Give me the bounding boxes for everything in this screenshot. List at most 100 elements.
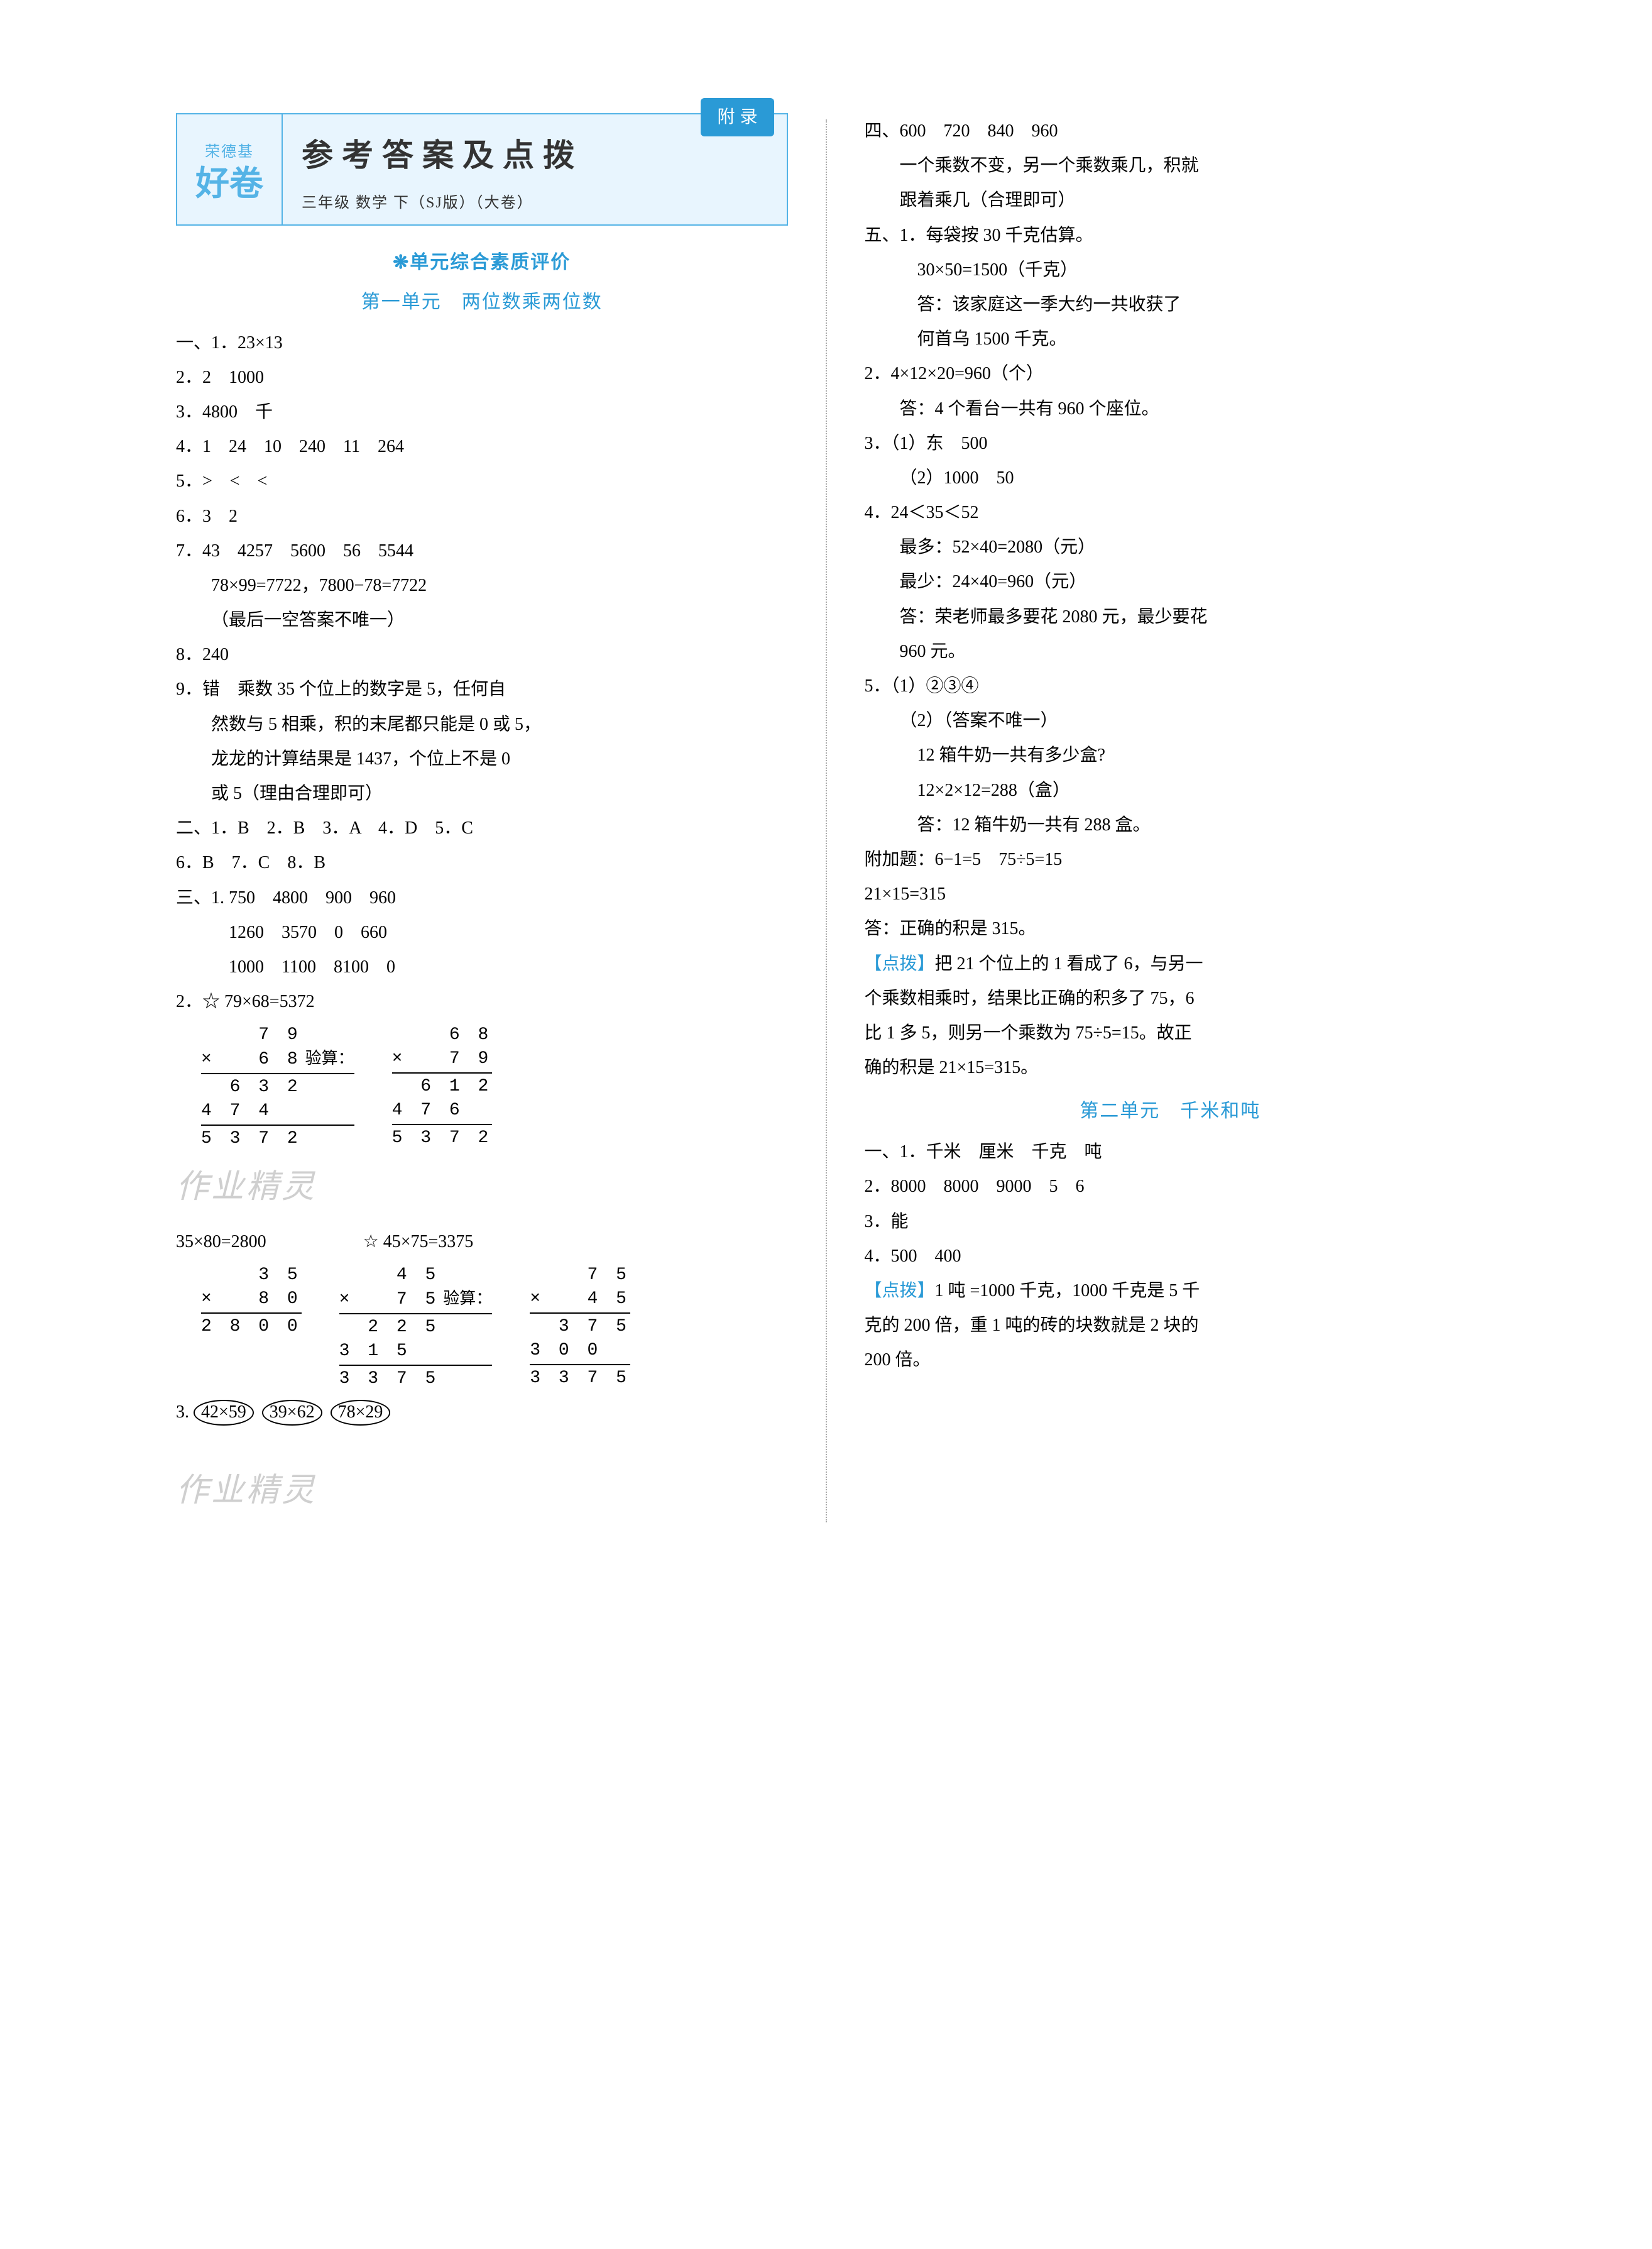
answer-line: 比 1 多 5，则另一个乘数为 75÷5=15。故正 bbox=[865, 1016, 1477, 1050]
answer-line: 三、1. 750 4800 900 960 bbox=[176, 881, 788, 915]
answer-line: 4．24＜35＜52 bbox=[865, 496, 1477, 529]
answer-line: 4．1 24 10 240 11 264 bbox=[176, 430, 788, 463]
answer-line: 附加题：6−1=5 75÷5=15 bbox=[865, 843, 1477, 876]
answer-line: 5．> < < bbox=[176, 465, 788, 498]
answer-line: 龙龙的计算结果是 1437，个位上不是 0 bbox=[176, 742, 788, 776]
calc-line: × 7 5 bbox=[339, 1290, 440, 1309]
calc-block: 4 5 × 7 5验算： 2 2 5 3 1 5 3 3 7 5 bbox=[339, 1263, 493, 1390]
answer-line: 何首乌 1500 千克。 bbox=[865, 322, 1477, 356]
answer-line: 21×15=315 bbox=[865, 877, 1477, 911]
calc-line: 7 5 bbox=[530, 1265, 630, 1285]
answer-line: 200 倍。 bbox=[865, 1343, 1477, 1377]
text: 把 21 个位上的 1 看成了 6，与另一 bbox=[935, 954, 1203, 974]
answer-line: 6．B 7．C 8．B bbox=[176, 846, 788, 879]
text: 1 吨 =1000 千克，1000 千克是 5 千 bbox=[935, 1281, 1200, 1300]
calc-line: 3 3 7 5 bbox=[339, 1369, 440, 1388]
answer-line: 3. 42×59 39×62 78×29 bbox=[176, 1395, 788, 1429]
calc-line: 6 8 bbox=[392, 1025, 493, 1045]
answer-line: 一个乘数不变，另一个乘数乘几，积就 bbox=[865, 149, 1477, 182]
prefix: 3. bbox=[176, 1402, 189, 1422]
answer-line: 答：该家庭这一季大约一共收获了 bbox=[865, 288, 1477, 321]
answer-line: 个乘数相乘时，结果比正确的积多了 75，6 bbox=[865, 982, 1477, 1015]
answer-line: 12×2×12=288（盒） bbox=[865, 774, 1477, 807]
circled-answer: 42×59 bbox=[194, 1400, 254, 1425]
answer-line: 3．4800 千 bbox=[176, 395, 788, 429]
watermark: 作业精灵 bbox=[176, 1157, 788, 1219]
calc-line: × 6 8 bbox=[201, 1050, 302, 1069]
calc-line: 3 0 0 bbox=[530, 1341, 601, 1360]
answer-line: 2．8000 8000 9000 5 6 bbox=[865, 1170, 1477, 1203]
hint-line: 【点拨】把 21 个位上的 1 看成了 6，与另一 bbox=[865, 947, 1477, 981]
answer-line: 4．500 400 bbox=[865, 1240, 1477, 1273]
answer-line: 7．43 4257 5600 56 5544 bbox=[176, 534, 788, 568]
check-label: 验算： bbox=[443, 1287, 492, 1309]
hint-label: 【点拨】 bbox=[865, 1281, 935, 1300]
answer-line: 最多：52×40=2080（元） bbox=[865, 531, 1477, 564]
calc-block: 7 9 × 6 8验算： 6 3 2 4 7 4 5 3 7 2 bbox=[201, 1023, 354, 1150]
answer-line: 或 5（理由合理即可） bbox=[176, 777, 788, 810]
circled-answer: 39×62 bbox=[262, 1400, 322, 1425]
calc-block: 6 8 × 7 9 6 1 2 4 7 6 5 3 7 2 bbox=[392, 1023, 493, 1150]
calc-line: 5 3 7 2 bbox=[201, 1129, 302, 1148]
answer-line: 30×50=1500（千克） bbox=[865, 253, 1477, 287]
answer-line: 四、600 720 840 960 bbox=[865, 114, 1477, 148]
calc-line: 6 1 2 bbox=[392, 1077, 493, 1096]
right-column: 四、600 720 840 960 一个乘数不变，另一个乘数乘几，积就 跟着乘几… bbox=[865, 113, 1477, 1529]
answer-line: （2）1000 50 bbox=[865, 461, 1477, 495]
unit1-heading: 第一单元 两位数乘两位数 bbox=[176, 284, 788, 320]
answer-line: 答：正确的积是 315。 bbox=[865, 912, 1477, 945]
calc-line: 3 1 5 bbox=[339, 1341, 411, 1361]
answer-line: （2）（答案不唯一） bbox=[865, 704, 1477, 737]
watermark: 作业精灵 bbox=[176, 1460, 788, 1522]
logo: 荣德基 好卷 bbox=[176, 113, 283, 226]
section-heading: ❋单元综合素质评价 bbox=[176, 245, 788, 280]
answer-line: （最后一空答案不唯一） bbox=[176, 603, 788, 637]
hint-label: 【点拨】 bbox=[865, 954, 935, 974]
calc-line: 4 7 6 bbox=[392, 1101, 464, 1120]
answer-line: 78×99=7722，7800−78=7722 bbox=[176, 569, 788, 602]
answer-line: 最少：24×40=960（元） bbox=[865, 565, 1477, 598]
header: 荣德基 好卷 附录 参考答案及点拨 三年级 数学 下（SJ版）（大卷） bbox=[176, 113, 788, 226]
calc-line: 3 5 bbox=[201, 1265, 302, 1285]
subtitle: 三年级 数学 下（SJ版）（大卷） bbox=[302, 189, 774, 218]
answer-line: 12 箱牛奶一共有多少盒? bbox=[865, 739, 1477, 772]
calc-line: 7 9 bbox=[201, 1025, 302, 1045]
answer-line: 答：4 个看台一共有 960 个座位。 bbox=[865, 392, 1477, 426]
calc-block: 3 5 × 8 0 2 8 0 0 bbox=[201, 1263, 302, 1390]
calc-line: 2 2 5 bbox=[339, 1317, 440, 1337]
answer-line: 3．能 bbox=[865, 1205, 1477, 1238]
logo-main: 好卷 bbox=[195, 167, 263, 201]
answer-line: 1000 1100 8100 0 bbox=[176, 950, 788, 984]
appendix-badge: 附录 bbox=[701, 98, 774, 136]
answer-line: 二、1．B 2．B 3．A 4．D 5．C bbox=[176, 811, 788, 845]
page: 荣德基 好卷 附录 参考答案及点拨 三年级 数学 下（SJ版）（大卷） ❋单元综… bbox=[176, 113, 1476, 1529]
calc-row: 7 9 × 6 8验算： 6 3 2 4 7 4 5 3 7 2 6 8 × 7… bbox=[201, 1023, 788, 1150]
answer-line: 3．（1）东 500 bbox=[865, 427, 1477, 460]
calc-row: 3 5 × 8 0 2 8 0 0 4 5 × 7 5验算： 2 2 5 3 1… bbox=[201, 1263, 788, 1390]
answer-line: 35×80=2800 ☆ 45×75=3375 bbox=[176, 1225, 788, 1258]
answer-line: 2．4×12×20=960（个） bbox=[865, 357, 1477, 390]
text: ☆ 45×75=3375 bbox=[363, 1232, 474, 1251]
hint-line: 【点拨】1 吨 =1000 千克，1000 千克是 5 千 bbox=[865, 1274, 1477, 1307]
circled-answer: 78×29 bbox=[331, 1400, 391, 1425]
answer-line: 5．（1）②③④ bbox=[865, 669, 1477, 703]
answer-line: 6．3 2 bbox=[176, 500, 788, 533]
logo-top: 荣德基 bbox=[205, 138, 254, 167]
calc-line: 3 3 7 5 bbox=[530, 1368, 630, 1388]
text: 35×80=2800 bbox=[176, 1232, 266, 1251]
answer-line: 然数与 5 相乘，积的末尾都只能是 0 或 5， bbox=[176, 708, 788, 741]
calc-line: × 7 9 bbox=[392, 1049, 493, 1069]
calc-line: × 8 0 bbox=[201, 1289, 302, 1309]
check-label: 验算： bbox=[305, 1047, 354, 1069]
answer-line: 确的积是 21×15=315。 bbox=[865, 1051, 1477, 1084]
answer-line: 一、1．23×13 bbox=[176, 326, 788, 360]
answer-line: 一、1．千米 厘米 千克 吨 bbox=[865, 1135, 1477, 1168]
answer-line: 9．错 乘数 35 个位上的数字是 5，任何自 bbox=[176, 673, 788, 706]
answer-line: 1260 3570 0 660 bbox=[176, 916, 788, 949]
answer-line: 答：12 箱牛奶一共有 288 盒。 bbox=[865, 808, 1477, 842]
calc-line: 5 3 7 2 bbox=[392, 1128, 493, 1148]
title-box: 附录 参考答案及点拨 三年级 数学 下（SJ版）（大卷） bbox=[283, 113, 788, 226]
calc-line: 2 8 0 0 bbox=[201, 1317, 302, 1336]
answer-line: 克的 200 倍，重 1 吨的砖的块数就是 2 块的 bbox=[865, 1309, 1477, 1342]
answer-line: 2．2 1000 bbox=[176, 361, 788, 394]
